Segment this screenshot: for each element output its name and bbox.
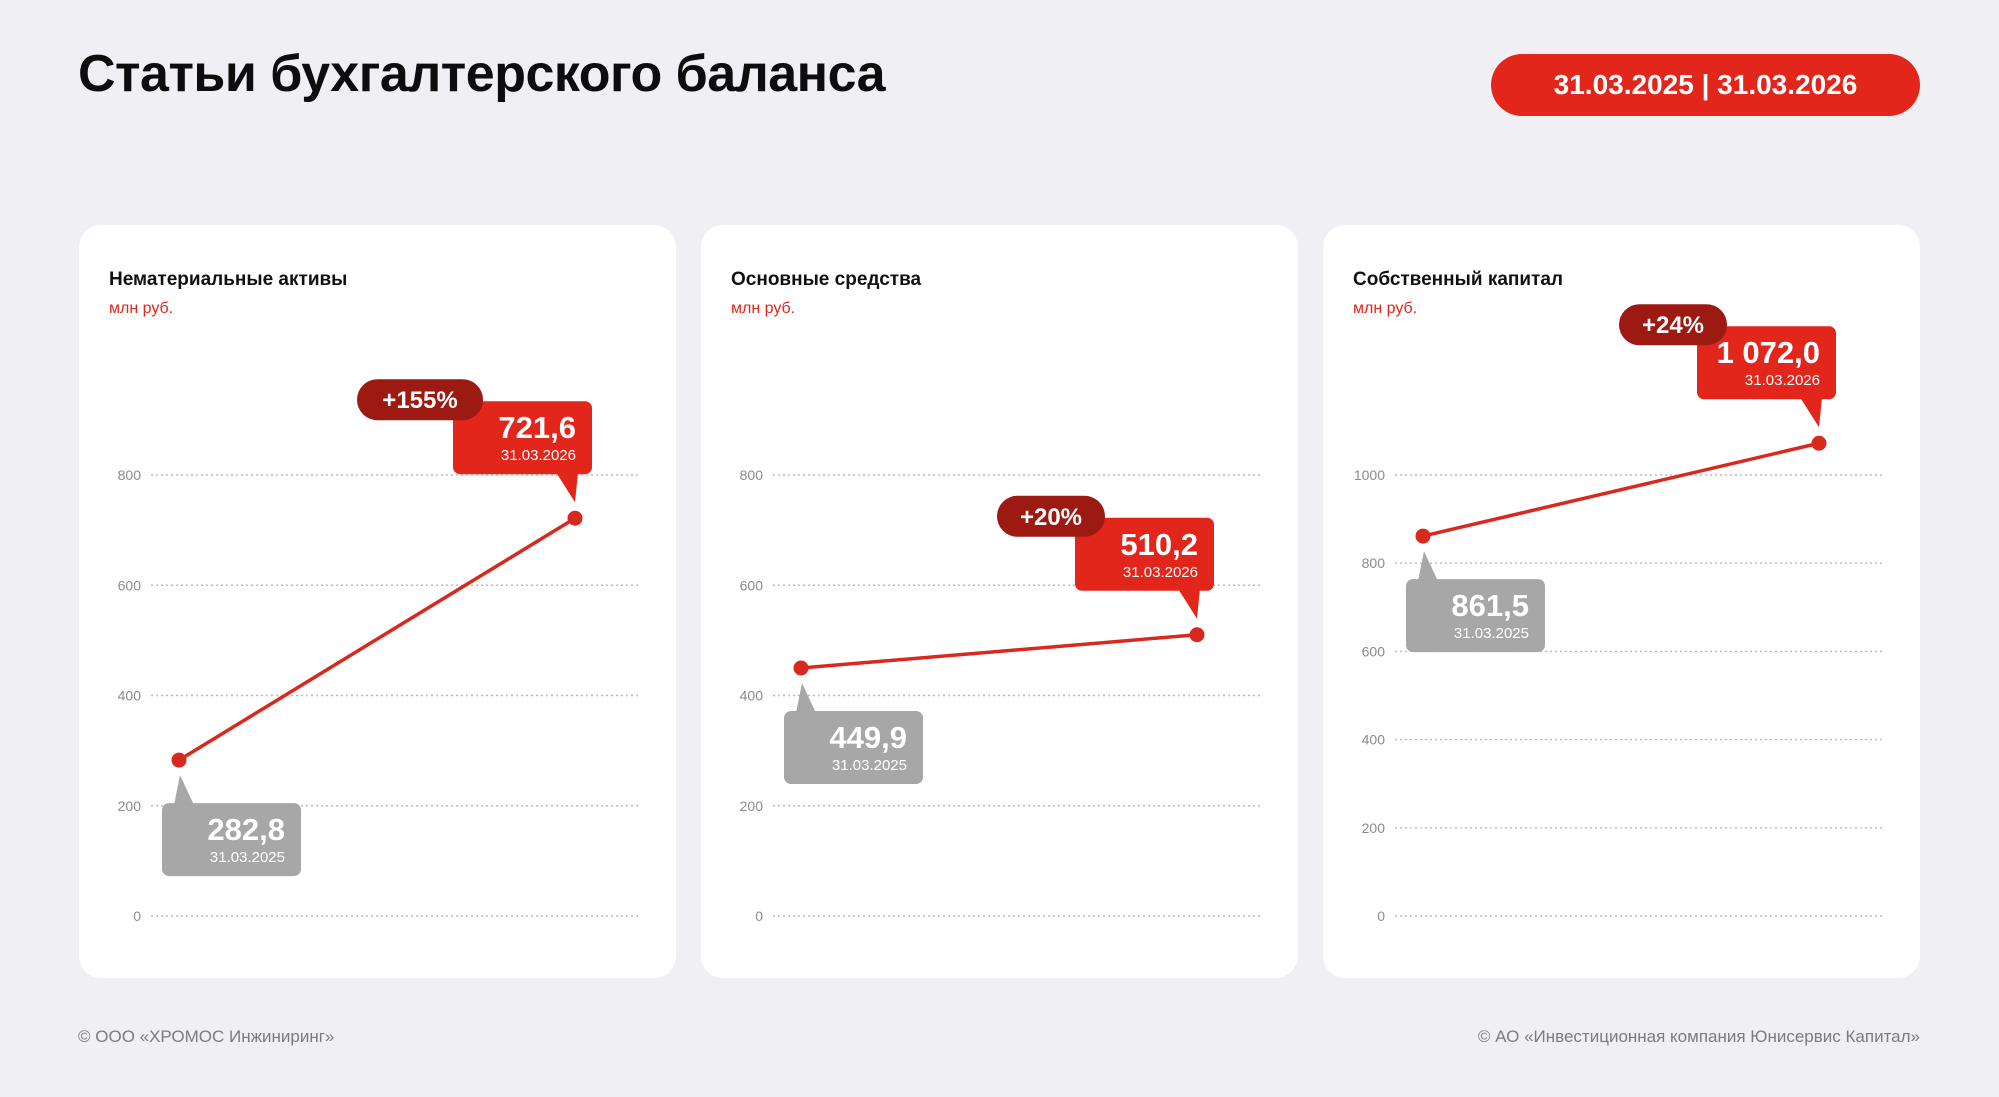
y-tick-label: 200 (740, 798, 764, 814)
start-value: 449,9 (829, 720, 907, 755)
chart-title: Основные средства (731, 269, 922, 290)
chart-intangible-assets: Нематериальные активы млн руб. 0 200 400 600 8… (109, 269, 640, 924)
y-tick-label: 600 (1362, 643, 1386, 659)
chart-card-intangible-assets: Нематериальные активы млн руб. 0 200 400 600 8… (79, 225, 676, 978)
change-percent: +155% (382, 387, 457, 414)
callout-pointer (1418, 551, 1438, 582)
chart-unit: млн руб. (1353, 300, 1417, 317)
start-value-label (784, 710, 923, 784)
callout-pointer (174, 775, 194, 806)
end-value-label (1697, 326, 1836, 400)
chart-card-equity: Собственный капитал млн руб. 0 200 400 600 800… (1323, 225, 1920, 978)
data-point (1415, 528, 1431, 544)
end-value-label (453, 401, 592, 475)
end-date: 31.03.2026 (1745, 372, 1820, 389)
y-tick-label: 0 (133, 908, 141, 924)
chart-card-fixed-assets: Основные средства млн руб. 0 200 400 600 800 44… (701, 225, 1298, 978)
change-percent: +24% (1642, 312, 1704, 339)
change-badge (357, 379, 483, 421)
y-tick-label: 0 (1377, 908, 1385, 924)
start-value-label (1406, 579, 1545, 653)
y-tick-label: 600 (740, 577, 764, 593)
callout-pointer (1800, 397, 1822, 428)
end-value: 1 072,0 (1717, 335, 1820, 370)
y-tick-label: 200 (1362, 820, 1386, 836)
start-value: 861,5 (1451, 588, 1529, 623)
data-point (793, 660, 809, 676)
y-tick-label: 800 (1362, 555, 1386, 571)
chart-title: Собственный капитал (1353, 269, 1563, 290)
end-date: 31.03.2026 (1123, 564, 1198, 581)
change-badge (997, 495, 1105, 537)
page-title: Статьи бухгалтерского баланса (78, 45, 886, 103)
start-date: 31.03.2025 (210, 849, 285, 866)
data-point (1189, 627, 1205, 643)
data-point (171, 752, 187, 768)
callout-pointer (796, 682, 816, 713)
start-value: 282,8 (207, 812, 285, 847)
chart-unit: млн руб. (731, 300, 795, 317)
start-value-label (162, 803, 301, 877)
chart-equity: Собственный капитал млн руб. 0 200 400 600 800… (1353, 269, 1884, 924)
y-tick-label: 800 (118, 467, 142, 483)
y-tick-label: 1000 (1354, 467, 1385, 483)
chart-title: Нематериальные активы (109, 269, 347, 290)
footer-copyright-right: © АО «Инвестиционная компания Юнисервис … (1477, 1027, 1920, 1046)
y-tick-label: 400 (118, 688, 142, 704)
data-point (567, 510, 583, 526)
data-point (1811, 435, 1827, 451)
y-tick-label: 400 (740, 688, 764, 704)
chart-fixed-assets: Основные средства млн руб. 0 200 400 600 800 44… (731, 269, 1262, 924)
end-date: 31.03.2026 (501, 447, 576, 464)
footer-copyright-left: © ООО «ХРОМОС Инжиниринг» (78, 1027, 335, 1046)
callout-pointer (556, 472, 578, 503)
start-date: 31.03.2025 (832, 757, 907, 774)
callout-pointer (1178, 588, 1200, 619)
y-tick-label: 400 (1362, 732, 1386, 748)
end-value-label (1075, 517, 1214, 591)
y-tick-label: 0 (755, 908, 763, 924)
series-line (178, 516, 576, 762)
series-line (800, 633, 1198, 670)
y-tick-label: 200 (118, 798, 142, 814)
period-badge: 31.03.2025 | 31.03.2026 (1491, 54, 1920, 116)
start-date: 31.03.2025 (1454, 625, 1529, 642)
end-value: 510,2 (1120, 527, 1198, 562)
y-tick-label: 800 (740, 467, 764, 483)
y-tick-label: 600 (118, 577, 142, 593)
end-value: 721,6 (498, 410, 576, 445)
series-line (1422, 441, 1820, 538)
chart-unit: млн руб. (109, 300, 173, 317)
change-badge (1619, 304, 1727, 346)
change-percent: +20% (1020, 504, 1082, 531)
